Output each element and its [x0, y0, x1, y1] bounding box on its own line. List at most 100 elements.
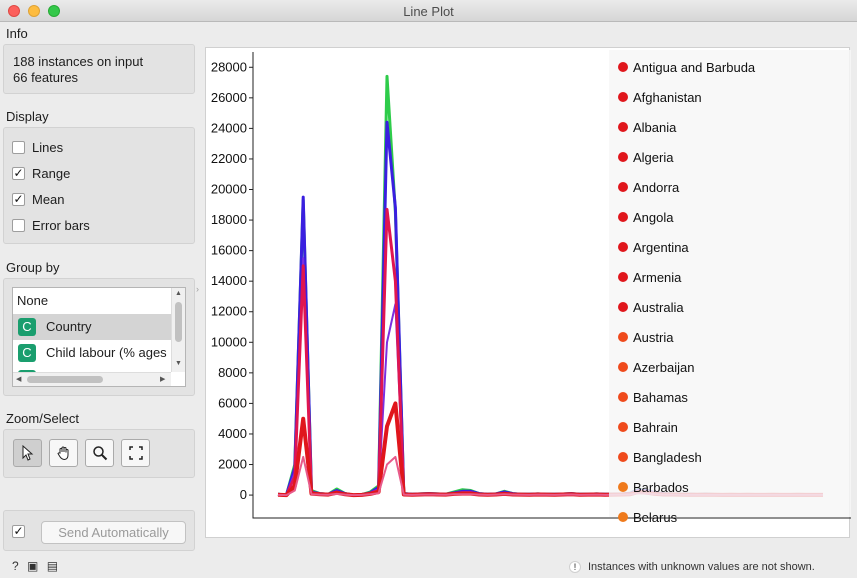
- legend-marker: [618, 272, 628, 282]
- legend-marker: [618, 212, 628, 222]
- magnifier-zoom-icon: [93, 446, 108, 461]
- zoom-select-box: [3, 429, 195, 478]
- legend-item-label: Antigua and Barbuda: [633, 60, 756, 75]
- features-count: 66 features: [13, 70, 79, 85]
- send-box: ✓ Send Automatically: [3, 510, 195, 551]
- legend-item-label: Armenia: [633, 270, 682, 285]
- group-by-list[interactable]: None C Country C Child labour (% ages ▲ …: [12, 287, 186, 387]
- lines-label: Lines: [32, 140, 64, 155]
- display-box: Lines ✓ Range ✓ Mean Error bars: [3, 127, 195, 244]
- legend-marker: [618, 422, 628, 432]
- display-section-label: Display: [6, 109, 49, 124]
- reset-zoom-button[interactable]: [121, 439, 150, 467]
- zoom-window-button[interactable]: [48, 5, 60, 17]
- legend-marker: [618, 152, 628, 162]
- group-by-horizontal-scrollbar[interactable]: ◀ ▶: [13, 372, 171, 386]
- y-tick-label: 20000: [211, 182, 247, 197]
- legend-item-label: Bahamas: [633, 390, 688, 405]
- scroll-up-arrow-icon[interactable]: ▲: [175, 290, 182, 297]
- legend-item-label: Barbados: [633, 480, 689, 495]
- zoom-tool-button[interactable]: [85, 439, 114, 467]
- zoom-reset-icon: [129, 446, 143, 460]
- info-box: 188 instances on input 66 features: [3, 44, 195, 94]
- warning-icon: !: [569, 561, 581, 573]
- mean-checkbox[interactable]: ✓: [12, 192, 25, 206]
- line-plot-chart[interactable]: 0 2000 4000 6000 8000 10000 12000 14000 16000 180…: [206, 48, 851, 539]
- legend-marker: [618, 452, 628, 462]
- legend-item-label: Belarus: [633, 510, 678, 525]
- y-tick-label: 14000: [211, 273, 247, 288]
- save-icon[interactable]: ▣: [27, 559, 39, 573]
- send-automatically-button[interactable]: Send Automatically: [41, 521, 186, 544]
- legend-item-label: Algeria: [633, 150, 674, 165]
- legend-item-label: Andorra: [633, 180, 680, 195]
- group-by-box: None C Country C Child labour (% ages ▲ …: [3, 278, 195, 396]
- legend-marker: [618, 362, 628, 372]
- y-tick-label: 6000: [218, 395, 247, 410]
- y-tick-label: 22000: [211, 151, 247, 166]
- range-checkbox[interactable]: ✓: [12, 166, 25, 180]
- group-by-item-child-labour[interactable]: C Child labour (% ages: [13, 340, 171, 366]
- hand-pan-icon: [57, 446, 69, 461]
- horizontal-scroll-thumb[interactable]: [27, 376, 103, 383]
- legend-item-label: Afghanistan: [633, 90, 702, 105]
- y-tick-label: 10000: [211, 334, 247, 349]
- pan-tool-button[interactable]: [49, 439, 78, 467]
- y-tick-label: 0: [240, 487, 247, 502]
- legend-item-label: Bangladesh: [633, 450, 702, 465]
- scroll-right-arrow-icon[interactable]: ▶: [160, 376, 166, 383]
- lines-checkbox[interactable]: [12, 141, 25, 154]
- plot-frame[interactable]: 0 2000 4000 6000 8000 10000 12000 14000 16000 180…: [205, 47, 851, 539]
- legend-marker: [618, 512, 628, 522]
- y-tick-label: 12000: [211, 304, 247, 319]
- legend-marker: [618, 392, 628, 402]
- legend-marker: [618, 302, 628, 312]
- legend-marker: [618, 182, 628, 192]
- auto-send-checkbox[interactable]: ✓: [12, 524, 25, 538]
- select-tool-button[interactable]: [13, 439, 42, 467]
- panel-splitter-handle[interactable]: ›: [196, 284, 199, 294]
- pointer-icon: [22, 445, 34, 461]
- scroll-left-arrow-icon[interactable]: ◀: [16, 376, 22, 383]
- legend-item-label: Bahrain: [633, 420, 678, 435]
- error-bars-label: Error bars: [32, 218, 90, 233]
- group-by-vertical-scrollbar[interactable]: ▲ ▼: [171, 288, 185, 372]
- group-by-item-none[interactable]: None: [13, 288, 171, 314]
- y-tick-label: 2000: [218, 457, 247, 472]
- status-bar-icons: ? ▣ ▤: [12, 559, 63, 573]
- group-by-item-label: Country: [46, 319, 92, 334]
- categorical-variable-icon: C: [18, 318, 36, 336]
- legend-marker: [618, 482, 628, 492]
- zoom-select-section-label: Zoom/Select: [6, 411, 79, 426]
- legend-marker: [618, 242, 628, 252]
- y-tick-label: 26000: [211, 90, 247, 105]
- y-tick-label: 8000: [218, 365, 247, 380]
- legend-item-label: Albania: [633, 120, 677, 135]
- group-by-item-label: None: [17, 293, 49, 308]
- legend-background: [609, 50, 851, 517]
- info-section-label: Info: [6, 26, 28, 41]
- vertical-scroll-thumb[interactable]: [175, 302, 182, 342]
- report-icon[interactable]: ▤: [46, 559, 59, 573]
- y-tick-label: 24000: [211, 120, 247, 135]
- window-title: Line Plot: [403, 4, 454, 19]
- group-by-item-country[interactable]: C Country: [13, 314, 171, 340]
- legend-item-label: Argentina: [633, 240, 689, 255]
- minimize-window-button[interactable]: [28, 5, 40, 17]
- help-icon[interactable]: ?: [12, 559, 19, 573]
- legend-marker: [618, 62, 628, 72]
- y-tick-label: 18000: [211, 212, 247, 227]
- plot-axes: [252, 52, 851, 519]
- close-window-button[interactable]: [8, 5, 20, 17]
- mean-label: Mean: [32, 192, 65, 207]
- legend-item-label: Australia: [633, 300, 684, 315]
- title-bar: Line Plot: [0, 0, 857, 22]
- instances-count: 188 instances on input: [13, 54, 144, 69]
- group-by-section-label: Group by: [6, 260, 60, 275]
- status-warning-text: Instances with unknown values are not sh…: [588, 561, 815, 573]
- legend-marker: [618, 122, 628, 132]
- legend-item-label: Angola: [633, 210, 674, 225]
- error-bars-checkbox[interactable]: [12, 219, 25, 232]
- group-by-item-label: Child labour (% ages: [46, 345, 167, 360]
- scroll-down-arrow-icon[interactable]: ▼: [175, 360, 182, 367]
